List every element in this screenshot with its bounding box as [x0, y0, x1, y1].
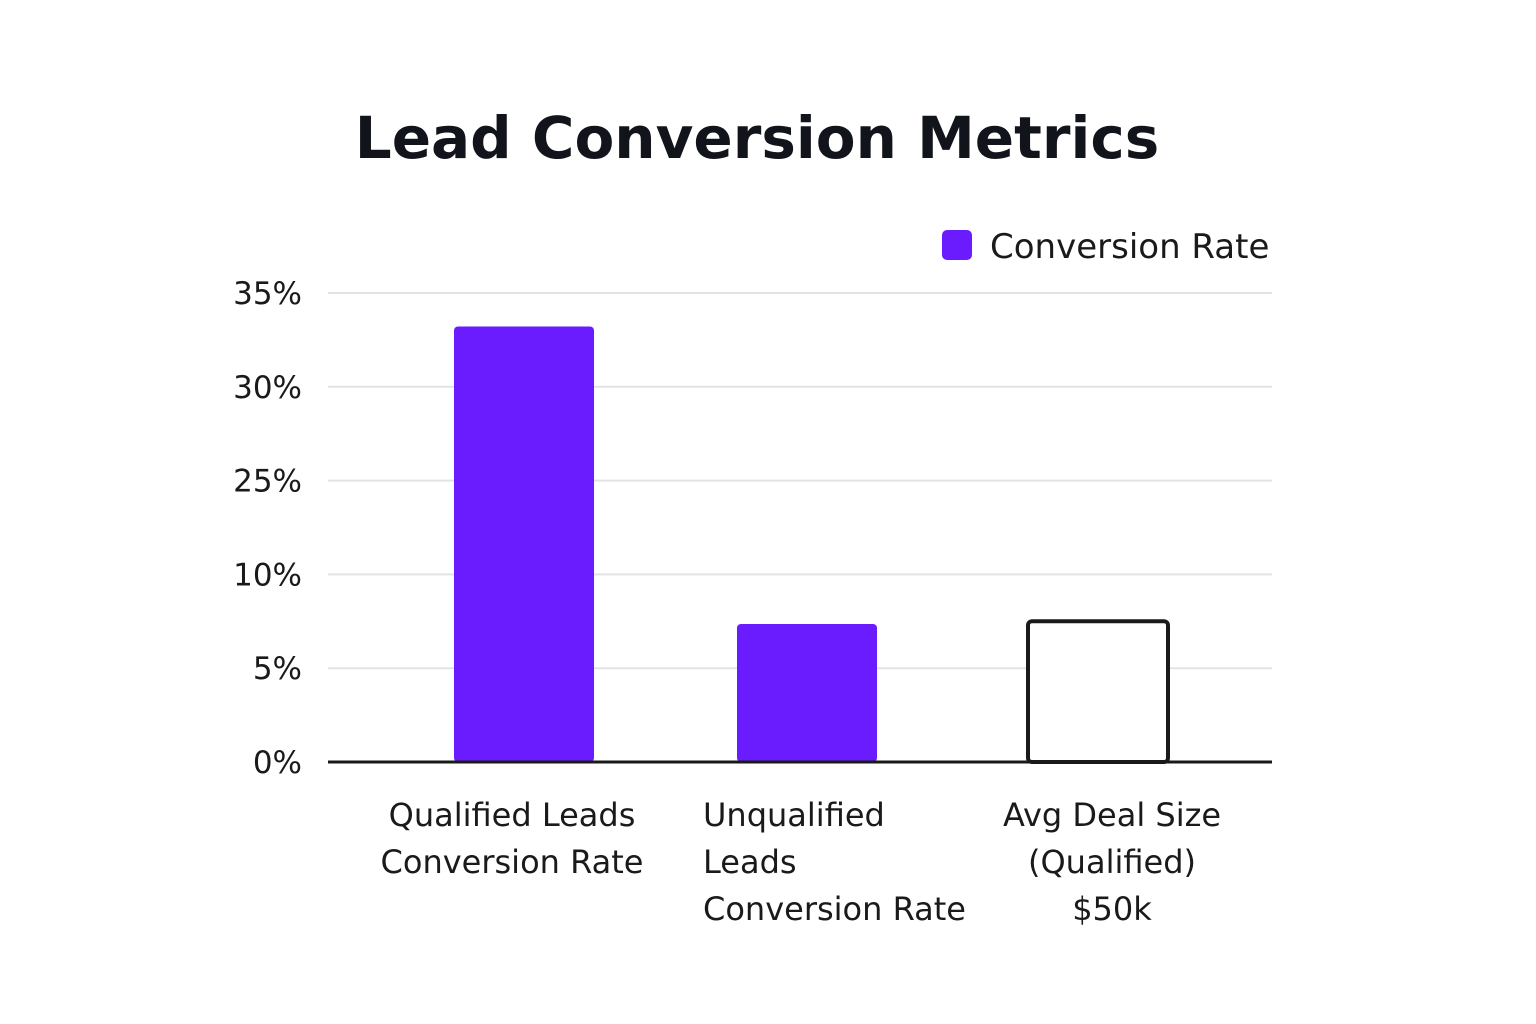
category-line: $50k	[1072, 890, 1152, 928]
y-tick-label: 0%	[253, 745, 302, 781]
category-line: Avg Deal Size	[1003, 796, 1221, 834]
category-label-3: Avg Deal Size (Qualified) $50k	[1003, 796, 1221, 928]
category-line: Leads	[703, 843, 797, 881]
y-tick-label: 10%	[233, 557, 302, 593]
y-tick-label: 30%	[233, 370, 302, 406]
legend: Conversion Rate	[942, 227, 1269, 267]
legend-swatch	[942, 230, 972, 260]
bars	[454, 326, 1170, 764]
category-line: Qualified Leads	[389, 796, 636, 834]
bar-1	[454, 326, 594, 762]
y-tick-label: 5%	[253, 651, 302, 687]
y-tick-label: 25%	[233, 464, 302, 500]
bar-3	[1026, 619, 1170, 764]
category-label-2: Unqualified Leads Conversion Rate	[703, 796, 966, 928]
category-label-1: Qualified Leads Conversion Rate	[381, 796, 644, 881]
category-line: Conversion Rate	[703, 890, 966, 928]
y-tick-label: 35%	[233, 276, 302, 312]
legend-label: Conversion Rate	[990, 227, 1269, 267]
category-line: Conversion Rate	[381, 843, 644, 881]
category-line: (Qualified)	[1028, 843, 1196, 881]
category-line: Unqualified	[703, 796, 885, 834]
chart-title: Lead Conversion Metrics	[355, 104, 1160, 172]
x-axis-categories: Qualified Leads Conversion RateUnqualifie…	[381, 796, 1222, 928]
bar-2	[737, 623, 877, 762]
y-axis-ticks: 0% 5% 10% 25% 30% 35%	[233, 276, 302, 781]
